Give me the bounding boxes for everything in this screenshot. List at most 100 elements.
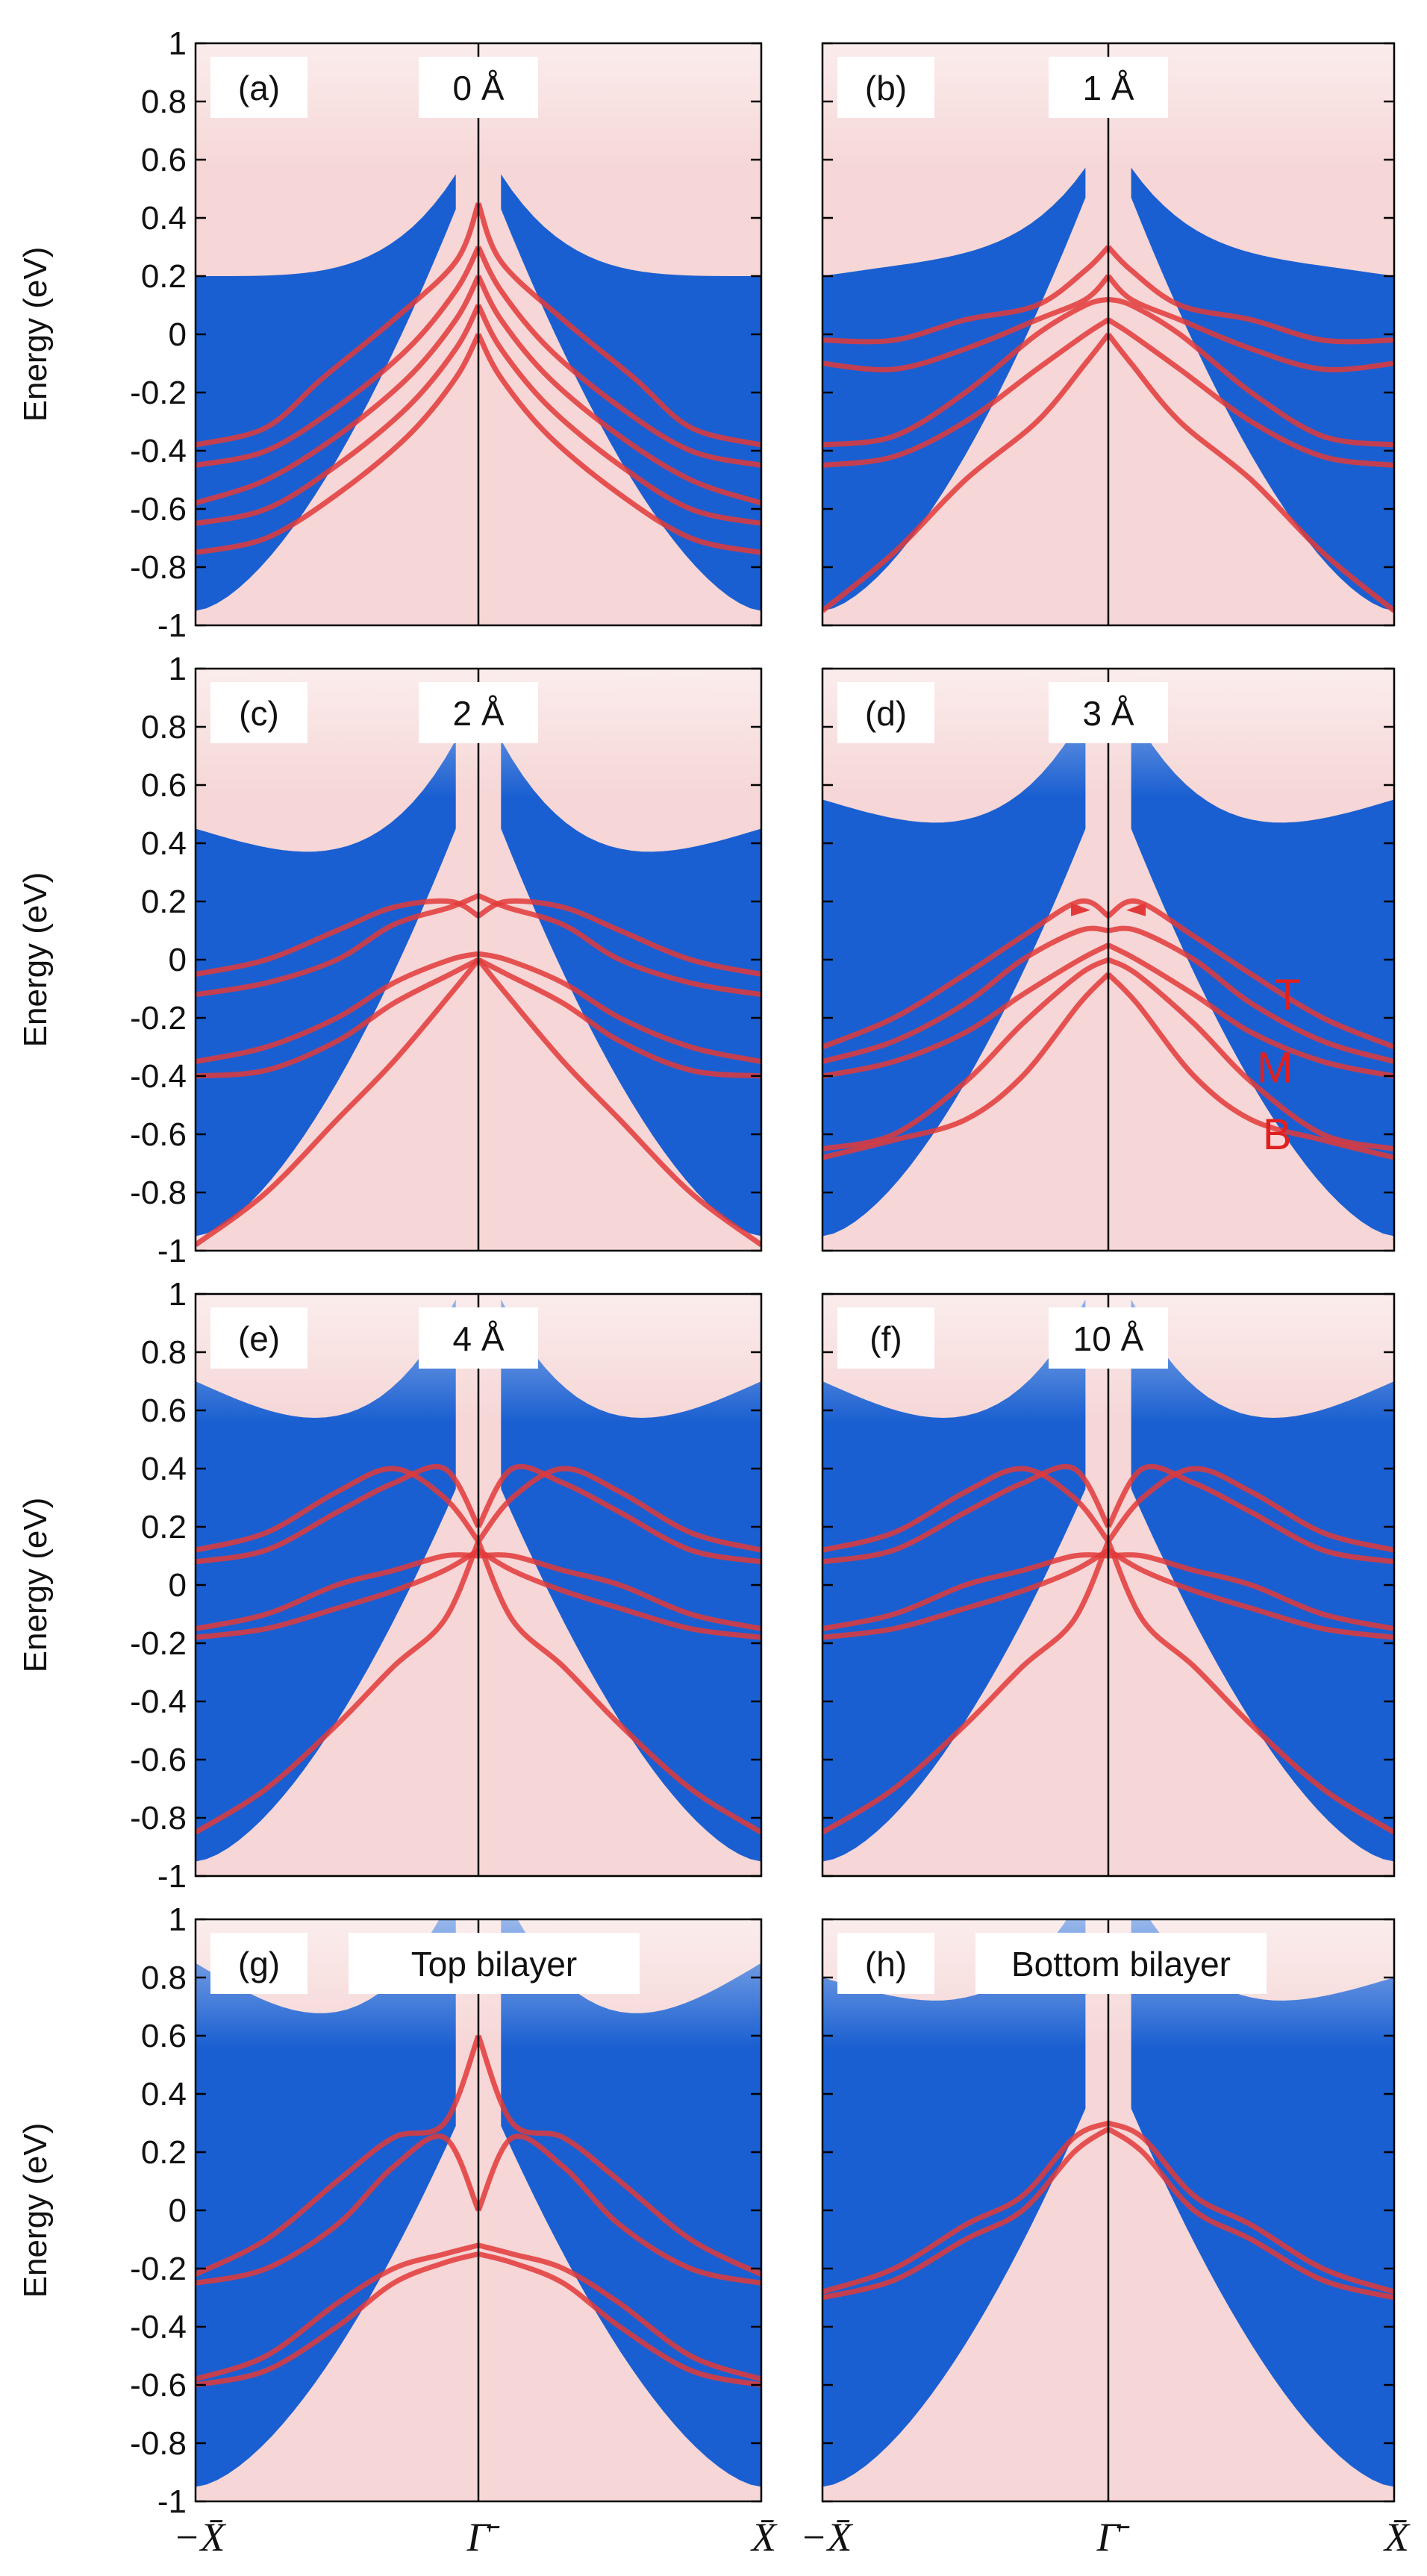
- bulk-gap-right: [1131, 1919, 1394, 2487]
- band-4-left: [196, 304, 481, 526]
- panel-label: 0 Å: [452, 69, 504, 107]
- ytick-label: -0.2: [130, 375, 187, 411]
- panel-tag: (d): [865, 694, 907, 733]
- band-4-left: [196, 957, 480, 1079]
- bulk-gap-left: [822, 710, 1086, 1237]
- panel-g: 1 0.8 0.6 0.4 0.2 0 -0.2 -0.4 -0.6 -0.8 -1 Energy (…: [17, 1901, 778, 2560]
- band-4-right: [1107, 1548, 1394, 1640]
- band-2-left: [196, 2133, 481, 2286]
- band-3-right: [475, 275, 761, 506]
- band-annotation-T: T: [1274, 971, 1300, 1019]
- band-2-left: [196, 246, 481, 468]
- ytick-label: -0.6: [130, 1742, 187, 1778]
- ytick-label: -0.4: [130, 433, 187, 469]
- ytick-label: 0.4: [141, 200, 187, 237]
- ytick-label: -0.6: [130, 2367, 187, 2404]
- band-3-left: [822, 1552, 1109, 1631]
- y-axis-label: Energy (eV): [17, 247, 54, 422]
- panel-tag-box: [837, 682, 934, 743]
- panel-b: (b) 1 Å: [821, 42, 1396, 627]
- xtick-label: X̄: [750, 2515, 778, 2560]
- bulk-gap-right: [1131, 167, 1394, 611]
- ytick-label: -0.2: [130, 1625, 187, 1662]
- band-3-left: [196, 275, 481, 506]
- ytick-label: -0.8: [130, 549, 187, 586]
- band-3-right: [478, 1552, 761, 1631]
- band-4-right: [1107, 957, 1394, 1151]
- ytick-label: 1: [169, 1901, 187, 1938]
- bulk-gap-right: [501, 174, 761, 611]
- panel-tag-box: [837, 1307, 934, 1369]
- panel-tag: (c): [239, 694, 279, 733]
- band-3-left: [822, 942, 1110, 1079]
- ytick-label: 0.2: [141, 258, 187, 295]
- band-5-right: [1105, 1540, 1394, 1835]
- bulk-gap-left: [822, 1919, 1086, 2487]
- panel-label-box: [1049, 57, 1168, 118]
- band-5-right: [476, 957, 761, 1248]
- panel-label-box: [419, 682, 538, 743]
- ytick-label: -0.4: [130, 1684, 187, 1720]
- band-1-right: [475, 202, 761, 448]
- ytick-label: -0.6: [130, 1116, 187, 1153]
- panel-tag: (f): [869, 1319, 902, 1358]
- panel-tag-box: [210, 682, 307, 743]
- ytick-label: 0.2: [141, 2134, 187, 2171]
- band-1-right: [475, 2034, 761, 2277]
- band-5-left: [196, 333, 481, 555]
- band-2-left: [196, 1463, 481, 1565]
- panel-e: 1 0.8 0.6 0.4 0.2 0 -0.2 -0.4 -0.6 -0.8 -1 Energy (…: [17, 1276, 763, 1895]
- ytick-label: -0.4: [130, 1058, 187, 1095]
- panel-label-box: [975, 1933, 1267, 1994]
- ytick-label: -0.8: [130, 2425, 187, 2462]
- band-5-right: [1106, 972, 1394, 1160]
- band-4-right: [478, 2251, 761, 2388]
- bulk-gap-left: [196, 1299, 456, 1862]
- band-1-left: [822, 1466, 1111, 1553]
- band-2-right: [477, 892, 761, 998]
- band-2-right: [1106, 274, 1394, 372]
- panel-tag-box: [837, 1933, 934, 1994]
- bulk-gap-right: [501, 1299, 761, 1862]
- ytick-label: 0.4: [141, 1451, 187, 1487]
- ytick-label: 0.4: [141, 2076, 187, 2113]
- bulk-gap-right: [1131, 710, 1394, 1237]
- panel-label-box: [419, 57, 538, 118]
- ytick-label: 0.8: [141, 84, 187, 120]
- band-3-right: [478, 2242, 761, 2382]
- band-1-right: [1106, 898, 1394, 1050]
- band-3-left: [822, 296, 1109, 448]
- ytick-label: 0: [169, 2192, 187, 2229]
- ytick-label: 0.6: [141, 2018, 187, 2054]
- panel-tag: (e): [238, 1319, 280, 1358]
- band-5-right: [475, 333, 761, 555]
- panel-label-box: [1049, 1307, 1168, 1369]
- ytick-label: 0.6: [141, 1392, 187, 1429]
- panel-label-box: [1049, 682, 1168, 743]
- bulk-gap-right: [1131, 1299, 1394, 1862]
- ytick-label: 0: [169, 942, 187, 978]
- bulk-gap-left: [822, 1299, 1086, 1862]
- band-2-left: [822, 2126, 1110, 2301]
- band-1-left: [196, 202, 481, 448]
- panel-label: 2 Å: [452, 694, 504, 733]
- ytick-label: -0.4: [130, 2309, 187, 2345]
- xtick-label: −X̄: [800, 2515, 853, 2560]
- ytick-label: -1: [157, 2483, 187, 2520]
- panel-a: 1 0.8 0.6 0.4 0.2 0 -0.2 -0.4 -0.6 -0.8 -1 Energy (…: [17, 25, 763, 644]
- panel-tag: (b): [865, 69, 907, 107]
- xtick-label: −X̄: [173, 2515, 226, 2560]
- band-4-left: [822, 1548, 1110, 1640]
- band-4-left: [196, 1548, 480, 1640]
- band-4-left: [196, 2251, 479, 2388]
- band-2-right: [1108, 925, 1394, 1064]
- bulk-gap-left: [196, 174, 456, 611]
- panel-tag-box: [210, 57, 307, 118]
- panel-label: Top bilayer: [411, 1945, 577, 1983]
- band-2-right: [475, 2133, 761, 2286]
- band-4-right: [1107, 317, 1394, 468]
- band-1-right: [1106, 245, 1394, 345]
- band-2-left: [822, 274, 1111, 372]
- ytick-label: 1: [169, 25, 187, 62]
- band-2-right: [475, 246, 761, 468]
